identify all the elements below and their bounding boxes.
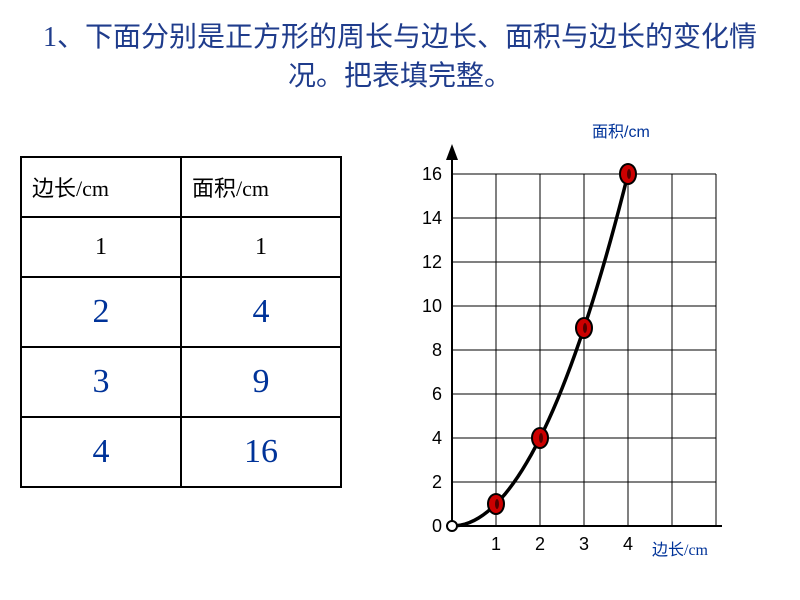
table-header-row: 边长/cm 面积/cm (21, 157, 341, 217)
cell-side: 2 (21, 277, 181, 347)
cell-side: 1 (21, 217, 181, 277)
svg-text:3: 3 (579, 534, 589, 554)
svg-text:4: 4 (432, 428, 442, 448)
header-side: 边长/cm (21, 157, 181, 217)
svg-text:0: 0 (432, 516, 442, 536)
table-row: 1 1 (21, 217, 341, 277)
svg-text:2: 2 (535, 534, 545, 554)
cell-area: 9 (181, 347, 341, 417)
table-row: 2 4 (21, 277, 341, 347)
svg-text:8: 8 (432, 340, 442, 360)
data-table-wrap: 边长/cm 面积/cm 1 1 2 4 3 9 4 16 (20, 156, 342, 488)
table-row: 4 16 (21, 417, 341, 487)
svg-text:6: 6 (432, 384, 442, 404)
content-area: 边长/cm 面积/cm 1 1 2 4 3 9 4 16 面积/cm 02468… (0, 96, 800, 586)
area-chart: 02468101214161234 (382, 126, 722, 566)
svg-text:12: 12 (422, 252, 442, 272)
cell-area: 16 (181, 417, 341, 487)
svg-text:2: 2 (432, 472, 442, 492)
chart-wrap: 面积/cm 02468101214161234 边长/cm (382, 126, 742, 586)
cell-side: 4 (21, 417, 181, 487)
table-row: 3 9 (21, 347, 341, 417)
cell-side: 3 (21, 347, 181, 417)
cell-area: 1 (181, 217, 341, 277)
header-area: 面积/cm (181, 157, 341, 217)
svg-text:16: 16 (422, 164, 442, 184)
page-title: 1、下面分别是正方形的周长与边长、面积与边长的变化情况。把表填完整。 (0, 0, 800, 96)
y-axis-title: 面积/cm (592, 118, 650, 142)
svg-text:10: 10 (422, 296, 442, 316)
svg-text:4: 4 (623, 534, 633, 554)
svg-text:1: 1 (491, 534, 501, 554)
svg-text:14: 14 (422, 208, 442, 228)
data-table: 边长/cm 面积/cm 1 1 2 4 3 9 4 16 (20, 156, 342, 488)
cell-area: 4 (181, 277, 341, 347)
x-axis-title: 边长/cm (652, 536, 708, 560)
